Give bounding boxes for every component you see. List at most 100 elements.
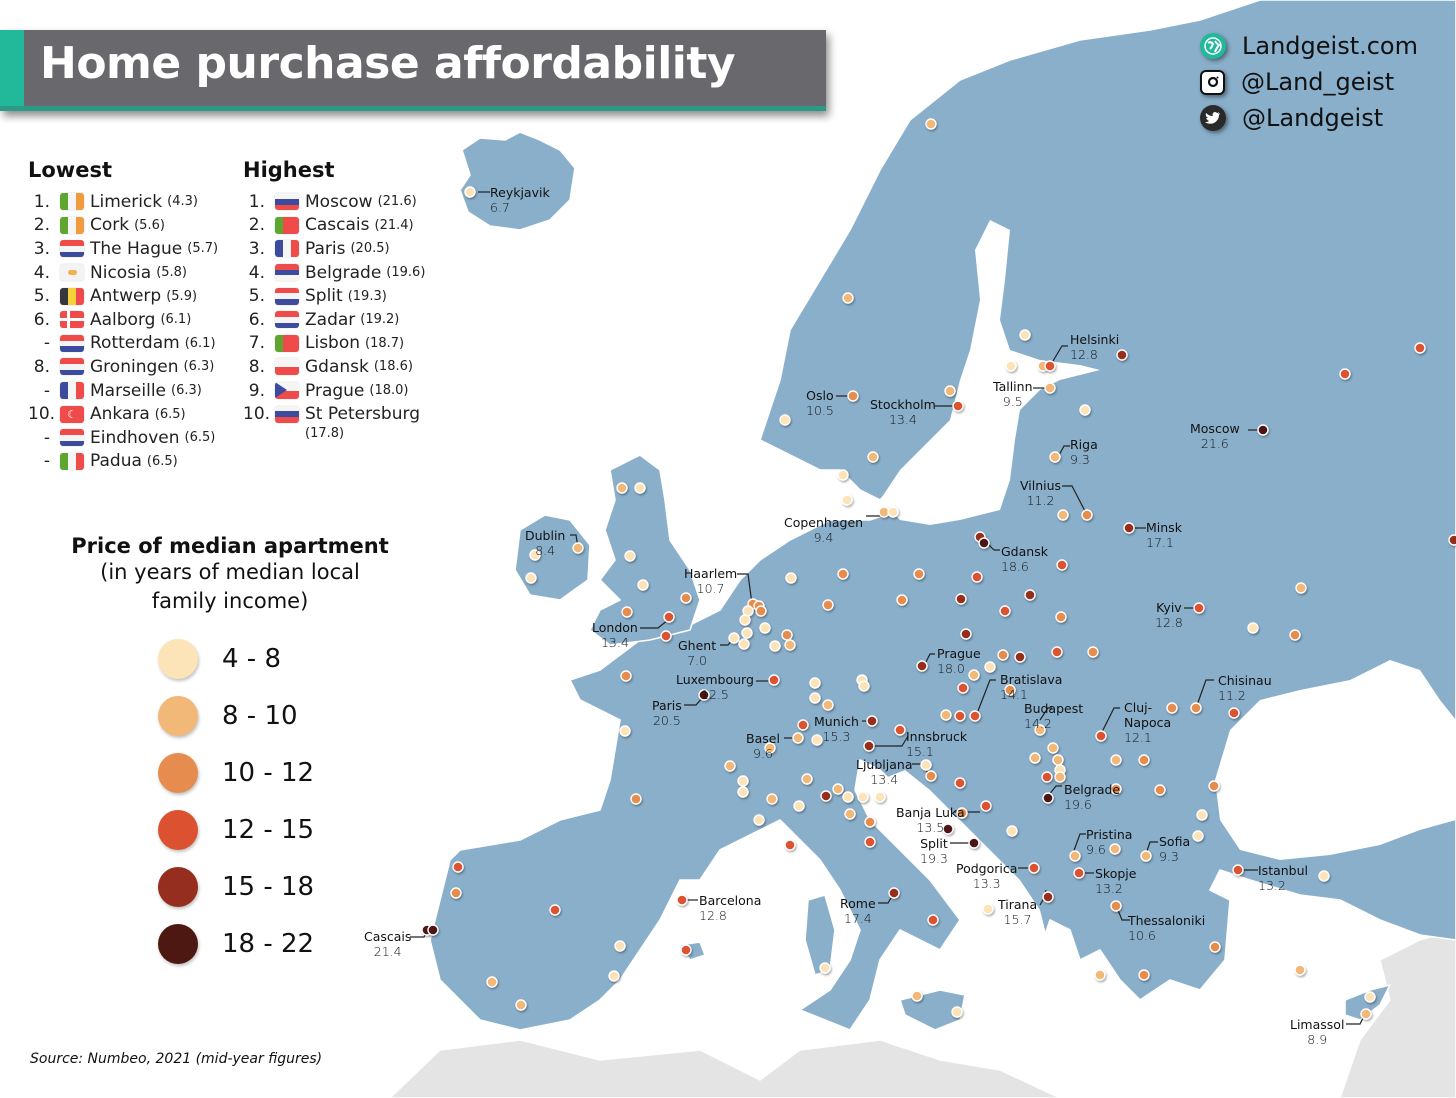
rank-value: (20.5) — [350, 241, 390, 257]
title-banner: Home purchase affordability — [0, 30, 826, 111]
city-value: 10.5 — [806, 403, 834, 418]
city-value: 20.5 — [652, 713, 681, 728]
city-name: Thessaloniki — [1128, 913, 1206, 928]
legend-label: 4 - 8 — [222, 644, 281, 674]
city-value: 17.4 — [843, 911, 872, 926]
city-label-dublin: Dublin 8.4 — [525, 528, 565, 558]
rank-number: - — [43, 333, 50, 354]
city-label-munich: Munich 15.3 — [814, 714, 859, 744]
rank-city: Marseille — [90, 380, 167, 401]
lowest-heading: Lowest — [28, 158, 112, 182]
city-label-paris: Paris 20.5 — [652, 698, 682, 728]
russia-flag-icon — [275, 405, 299, 423]
twitter-label: @Landgeist — [1242, 104, 1384, 132]
city-label-budapest: Budapest 14.2 — [1024, 701, 1083, 731]
legend-item: 12 - 15 — [158, 810, 314, 850]
legend-subtitle-line2: family income) — [151, 589, 309, 613]
city-label-reykjavik: Reykjavik 6.7 — [490, 185, 550, 215]
city-value: 21.4 — [373, 944, 402, 959]
netherlands-flag-icon — [60, 429, 84, 447]
city-name: Helsinki — [1070, 332, 1120, 347]
netherlands-flag-icon — [60, 358, 84, 376]
highest-item: 10. St Petersburg — [243, 402, 425, 426]
rank-value: (6.3) — [171, 383, 202, 399]
city-name: Haarlem — [684, 566, 738, 581]
lowest-item: 5. Antwerp (5.9) — [28, 284, 218, 308]
rank-city: Paris — [305, 238, 346, 259]
rank-value: (19.3) — [347, 288, 387, 304]
rank-number: 5. — [33, 286, 50, 307]
city-label-kyiv: Kyiv 12.8 — [1155, 600, 1183, 630]
city-name: Belgrade — [1064, 782, 1121, 797]
middle-east-landmass — [1339, 929, 1456, 1098]
rank-value: (19.2) — [360, 312, 400, 328]
rank-city: Groningen — [90, 356, 179, 377]
rank-city: Moscow — [305, 191, 373, 212]
cyprus-landmass — [1344, 984, 1391, 1021]
rank-value: (18.6) — [373, 359, 413, 375]
rank-number: 4. — [248, 262, 265, 283]
legend-item: 8 - 10 — [158, 696, 298, 736]
rank-number: 10. — [28, 404, 56, 425]
city-name: Basel — [746, 731, 780, 746]
city-name: Copenhagen — [784, 515, 864, 530]
legend-label: 15 - 18 — [222, 872, 315, 902]
highest-ranking: Highest 1. Moscow (21.6) 2. Cascais (21.4) 3. P… — [243, 158, 425, 442]
city-value: 13.4 — [888, 412, 917, 427]
social-website-link[interactable]: Landgeist.com — [1200, 28, 1418, 64]
city-value: 10.7 — [696, 581, 725, 596]
city-value: 11.2 — [1218, 688, 1246, 703]
city-name: Prague — [937, 646, 981, 661]
rank-city: Gdansk — [305, 356, 369, 377]
city-label-cascais: Cascais 21.4 — [364, 929, 411, 959]
city-value: 13.5 — [916, 820, 945, 835]
city-name: Split — [920, 836, 948, 851]
lowest-item: 8. Groningen (6.3) — [28, 355, 218, 379]
rank-value: (18.0) — [369, 383, 409, 399]
city-value: 9.3 — [1070, 452, 1090, 467]
city-value: 15.7 — [1003, 912, 1032, 927]
city-value: 7.0 — [687, 653, 707, 668]
portugal-flag-icon — [275, 334, 299, 352]
black-sea — [1215, 660, 1456, 860]
legend-label: 10 - 12 — [222, 758, 315, 788]
legend-item: 15 - 18 — [158, 867, 314, 907]
city-value: 19.6 — [1064, 797, 1092, 812]
russia-flag-icon — [275, 193, 299, 211]
city-name: Tallinn — [993, 379, 1033, 394]
city-value: 17.1 — [1146, 535, 1174, 550]
instagram-icon — [1200, 69, 1225, 95]
highest-list: 1. Moscow (21.6) 2. Cascais (21.4) 3. Paris (20.… — [243, 190, 425, 442]
belgium-flag-icon — [60, 287, 84, 305]
city-value: 18.0 — [937, 661, 965, 676]
great-britain-landmass — [589, 454, 701, 646]
city-dots — [421, 118, 1456, 1020]
highest-item: 6. Zadar (19.2) — [243, 308, 425, 332]
rank-number: 8. — [248, 356, 265, 377]
city-name: Tirana — [998, 897, 1038, 912]
rank-city: Prague — [305, 380, 365, 401]
rank-number: 2. — [248, 215, 265, 236]
city-label-limassol: Limassol 8.9 — [1290, 1017, 1344, 1047]
city-name: Innsbruck — [906, 729, 968, 744]
social-instagram-link[interactable]: @Land_geist — [1200, 64, 1418, 100]
lowest-item: - Eindhoven (6.5) — [28, 426, 218, 450]
rank-city: St Petersburg — [305, 404, 420, 425]
lowest-item: 1. Limerick (4.3) — [28, 190, 218, 214]
highest-item: 8. Gdansk (18.6) — [243, 355, 425, 379]
rank-value: (21.6) — [377, 194, 417, 210]
social-twitter-link[interactable]: @Landgeist — [1200, 100, 1418, 136]
instagram-label: @Land_geist — [1241, 68, 1395, 96]
city-name: Budapest — [1024, 701, 1084, 716]
highest-item: 5. Split (19.3) — [243, 284, 425, 308]
lowest-item: 6. Aalborg (6.1) — [28, 308, 218, 332]
city-label-moscow: Moscow 21.6 — [1190, 421, 1240, 451]
lowest-item: 2. Cork (5.6) — [28, 214, 218, 238]
city-label-copenhagen: Copenhagen 9.4 — [784, 515, 863, 545]
city-name: Kyiv — [1156, 600, 1182, 615]
city-value: 14.1 — [1000, 687, 1028, 702]
city-label-vilnius: Vilnius 11.2 — [1020, 478, 1061, 508]
city-value: 18.6 — [1001, 559, 1029, 574]
city-label-skopje: Skopje 13.2 — [1095, 866, 1136, 896]
